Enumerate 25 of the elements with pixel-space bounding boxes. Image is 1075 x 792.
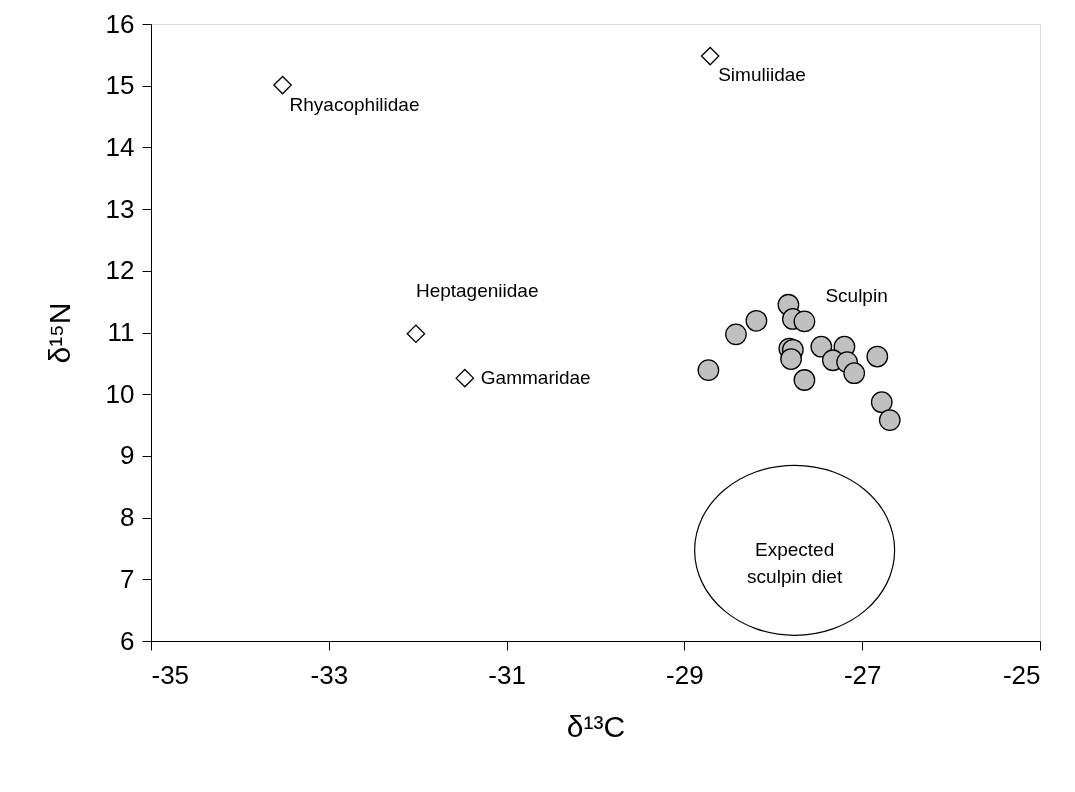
annotation: Simuliidae [718,64,806,86]
y-tick-label: 7 [120,563,135,594]
y-tick-label: 8 [120,502,135,533]
y-tick-label: 11 [107,317,135,347]
x-tick-label: -31 [488,659,526,690]
x-tick-label: -29 [666,659,704,690]
annotation: Gammaridae [480,367,591,389]
y-tick-label: 13 [105,193,135,224]
x-tick-label: -33 [310,659,349,690]
y-tick-label: 12 [105,255,135,286]
annotation: Sculpin [825,284,888,306]
x-tick-label: -25 [1002,659,1041,690]
y-tick-label: 6 [120,625,135,656]
x-tick-label: -27 [843,659,882,690]
x-tick-label: -35 [151,659,190,690]
y-tick-label: 14 [105,131,135,162]
y-axis-title: δ¹⁵N [42,302,76,364]
y-tick-label: 10 [105,378,135,409]
y-tick-label: 15 [105,70,135,101]
y-tick-label: 16 [105,8,135,39]
annotation: Expected sculpin diet [747,539,843,588]
y-tick-label: 9 [120,440,135,471]
annotation: Rhyacophilidae [289,94,420,116]
annotation: Heptageniidae [415,279,539,301]
x-axis-title: δ¹³C [566,709,626,743]
